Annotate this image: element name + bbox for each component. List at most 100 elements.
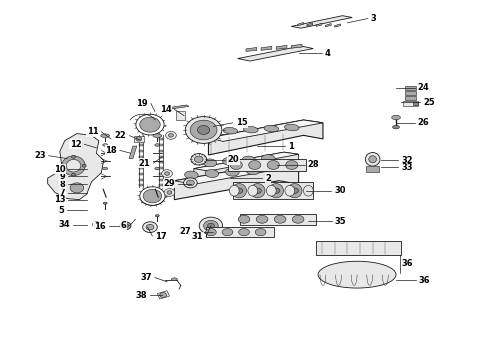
Ellipse shape bbox=[369, 156, 376, 163]
Ellipse shape bbox=[267, 161, 279, 170]
Bar bbox=[139, 161, 143, 163]
Polygon shape bbox=[325, 23, 331, 27]
Text: 9: 9 bbox=[59, 172, 65, 181]
Ellipse shape bbox=[155, 215, 159, 217]
Ellipse shape bbox=[222, 229, 233, 236]
Ellipse shape bbox=[103, 202, 107, 204]
Polygon shape bbox=[157, 291, 170, 299]
Polygon shape bbox=[316, 23, 322, 26]
Text: 38: 38 bbox=[136, 291, 147, 300]
Polygon shape bbox=[291, 44, 302, 48]
Polygon shape bbox=[194, 152, 298, 171]
Ellipse shape bbox=[392, 115, 400, 120]
Ellipse shape bbox=[185, 117, 222, 143]
Ellipse shape bbox=[165, 172, 170, 175]
Text: 6: 6 bbox=[121, 221, 126, 230]
Polygon shape bbox=[174, 163, 298, 184]
Ellipse shape bbox=[246, 167, 260, 175]
Ellipse shape bbox=[255, 229, 266, 236]
Bar bbox=[159, 150, 163, 152]
Ellipse shape bbox=[303, 185, 313, 196]
Ellipse shape bbox=[153, 134, 162, 138]
Text: 8: 8 bbox=[59, 180, 65, 189]
Ellipse shape bbox=[203, 220, 218, 231]
Polygon shape bbox=[276, 45, 287, 49]
Text: 32: 32 bbox=[401, 156, 413, 165]
Text: 36: 36 bbox=[402, 260, 414, 269]
Ellipse shape bbox=[274, 215, 286, 223]
Ellipse shape bbox=[203, 159, 217, 167]
Ellipse shape bbox=[267, 185, 276, 196]
Ellipse shape bbox=[166, 131, 176, 139]
Ellipse shape bbox=[269, 184, 284, 198]
Ellipse shape bbox=[248, 161, 261, 170]
Ellipse shape bbox=[61, 164, 65, 167]
Bar bbox=[139, 167, 143, 169]
Text: 22: 22 bbox=[115, 131, 126, 140]
Ellipse shape bbox=[248, 185, 258, 196]
Ellipse shape bbox=[392, 125, 399, 129]
Ellipse shape bbox=[103, 144, 108, 146]
Bar bbox=[139, 150, 143, 152]
Text: 34: 34 bbox=[58, 220, 70, 229]
Bar bbox=[159, 167, 163, 169]
Text: 28: 28 bbox=[308, 161, 319, 170]
Ellipse shape bbox=[285, 185, 294, 196]
Bar bbox=[159, 173, 163, 175]
Ellipse shape bbox=[136, 137, 142, 141]
Text: 17: 17 bbox=[155, 231, 167, 240]
Ellipse shape bbox=[205, 229, 216, 236]
Ellipse shape bbox=[254, 188, 261, 193]
Ellipse shape bbox=[72, 156, 75, 158]
Polygon shape bbox=[335, 24, 341, 27]
Text: 31: 31 bbox=[192, 232, 203, 241]
Polygon shape bbox=[297, 22, 303, 26]
Bar bbox=[139, 179, 143, 181]
Ellipse shape bbox=[101, 134, 110, 138]
Ellipse shape bbox=[143, 222, 157, 233]
Text: 23: 23 bbox=[34, 151, 46, 160]
Text: 24: 24 bbox=[417, 83, 429, 92]
Text: 3: 3 bbox=[371, 14, 376, 23]
Ellipse shape bbox=[164, 189, 175, 197]
Bar bbox=[139, 144, 143, 146]
Polygon shape bbox=[246, 48, 257, 51]
Ellipse shape bbox=[236, 188, 243, 193]
Bar bbox=[366, 166, 379, 172]
Ellipse shape bbox=[242, 156, 256, 164]
Text: 11: 11 bbox=[87, 127, 98, 136]
Ellipse shape bbox=[93, 222, 100, 228]
Text: 5: 5 bbox=[58, 206, 64, 215]
Ellipse shape bbox=[70, 183, 84, 193]
Text: 26: 26 bbox=[417, 118, 429, 127]
Polygon shape bbox=[208, 120, 323, 155]
Ellipse shape bbox=[122, 224, 128, 228]
Bar bbox=[134, 136, 144, 141]
Ellipse shape bbox=[66, 159, 81, 172]
Ellipse shape bbox=[239, 229, 249, 236]
Text: 13: 13 bbox=[53, 195, 65, 204]
Text: 10: 10 bbox=[53, 165, 65, 174]
Ellipse shape bbox=[146, 224, 154, 230]
Ellipse shape bbox=[62, 156, 85, 176]
Ellipse shape bbox=[288, 184, 302, 198]
Text: 20: 20 bbox=[227, 155, 239, 164]
Polygon shape bbox=[208, 120, 323, 141]
Text: 25: 25 bbox=[423, 98, 435, 107]
Ellipse shape bbox=[207, 223, 214, 228]
Ellipse shape bbox=[285, 124, 299, 131]
Ellipse shape bbox=[232, 184, 246, 198]
Ellipse shape bbox=[169, 134, 173, 137]
Bar bbox=[139, 173, 143, 175]
Text: 27: 27 bbox=[179, 227, 191, 236]
Ellipse shape bbox=[172, 278, 177, 281]
Bar bbox=[176, 111, 185, 120]
Bar bbox=[206, 227, 274, 237]
Ellipse shape bbox=[155, 167, 160, 170]
Bar bbox=[159, 179, 163, 181]
Ellipse shape bbox=[230, 161, 243, 170]
Text: 1: 1 bbox=[288, 141, 294, 150]
Polygon shape bbox=[316, 241, 401, 255]
Text: 35: 35 bbox=[335, 217, 346, 226]
Bar bbox=[159, 161, 163, 163]
